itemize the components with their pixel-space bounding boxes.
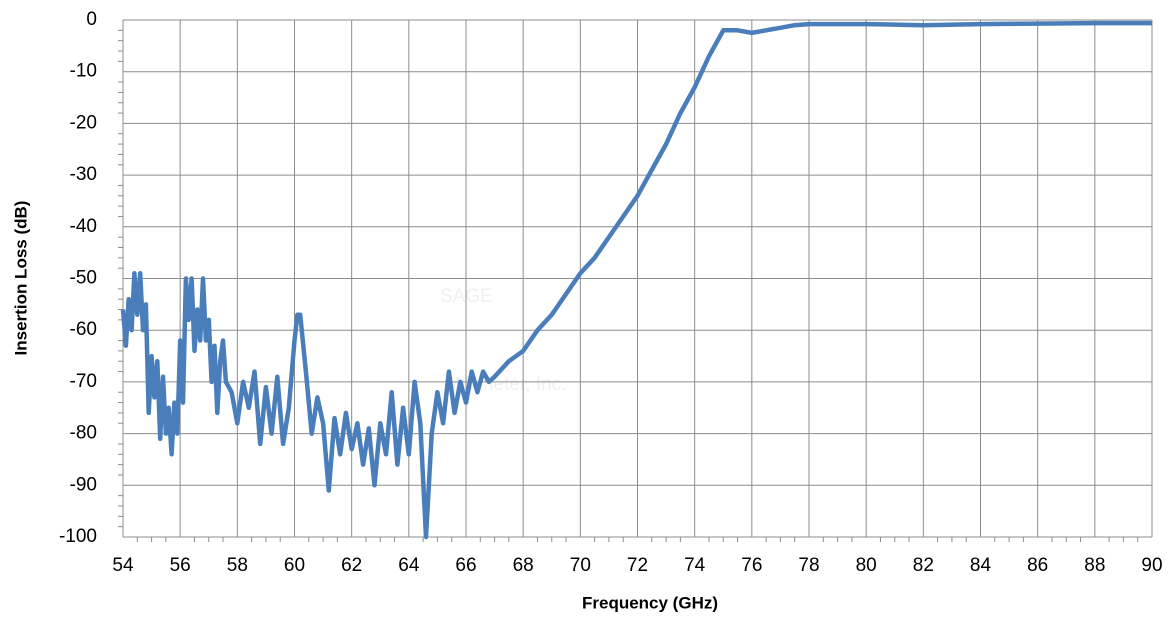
y-tick-label: -10 (70, 61, 97, 82)
x-tick-label: 88 (1084, 555, 1105, 576)
x-tick-label: 56 (170, 555, 191, 576)
x-tick-label: 58 (227, 555, 248, 576)
x-tick-label: 82 (913, 555, 934, 576)
y-tick-label: -20 (70, 112, 97, 133)
y-tick-label: -100 (59, 526, 97, 547)
x-axis-title: Frequency (GHz) (582, 593, 718, 612)
y-tick-label: -90 (70, 474, 97, 495)
x-tick-label: 60 (284, 555, 305, 576)
y-tick-label: 0 (86, 9, 97, 30)
y-tick-label: -60 (70, 319, 97, 340)
y-tick-label: -30 (70, 164, 97, 185)
x-tick-label: 78 (798, 555, 819, 576)
x-tick-label: 76 (741, 555, 762, 576)
x-tick-label: 64 (398, 555, 420, 576)
y-tick-label: -80 (70, 423, 97, 444)
x-tick-label: 66 (455, 555, 476, 576)
x-tick-label: 72 (627, 555, 648, 576)
x-tick-label: 54 (112, 555, 134, 576)
y-tick-label: -70 (70, 371, 97, 392)
x-tick-label: 74 (684, 555, 706, 576)
x-tick-label: 84 (970, 555, 992, 576)
x-tick-label: 80 (856, 555, 877, 576)
x-tick-label: 86 (1027, 555, 1048, 576)
x-tick-label: 68 (513, 555, 534, 576)
y-tick-label: -50 (70, 268, 97, 289)
data-line (120, 20, 1152, 540)
x-tick-label: 70 (570, 555, 591, 576)
x-tick-label: 90 (1141, 555, 1162, 576)
y-tick-label: -40 (70, 216, 97, 237)
x-tick-label: 62 (341, 555, 362, 576)
y-axis-title: Insertion Loss (dB) (11, 201, 30, 356)
